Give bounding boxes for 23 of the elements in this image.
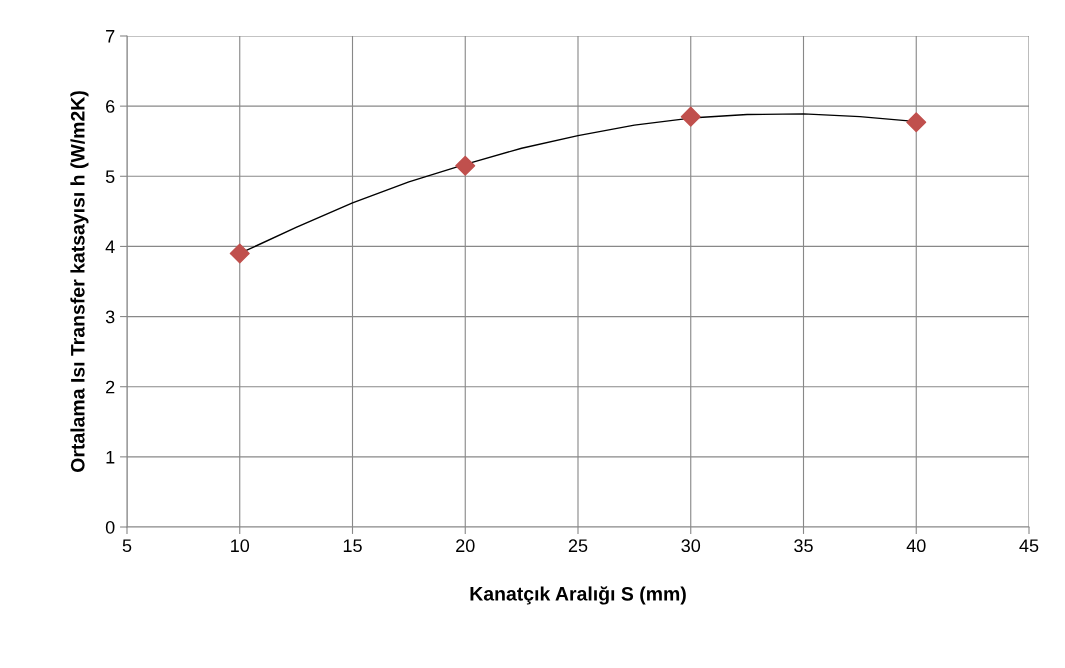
- y-tick-label: 1: [106, 450, 115, 464]
- point: [906, 112, 927, 133]
- y-tick-label: 0: [105, 520, 115, 534]
- x-tick-label: 45: [1019, 539, 1039, 553]
- x-tick-label: 15: [343, 539, 362, 553]
- y-tick-label: 6: [106, 100, 115, 113]
- x-tick-label: 25: [568, 539, 588, 553]
- x-tick-label: 20: [456, 539, 475, 553]
- x-tick-label: 10: [231, 539, 250, 553]
- y-tick-label: 5: [105, 170, 115, 184]
- y-tick-label: 3: [105, 310, 115, 324]
- x-tick-label: 30: [681, 539, 701, 553]
- x-axis-title: Kanatçık Aralığı S (mm): [470, 586, 686, 605]
- y-tick-label: 7: [106, 30, 115, 43]
- point: [455, 155, 476, 176]
- y-tick-label: 2: [106, 380, 115, 394]
- x-tick-label: 5: [122, 539, 132, 553]
- y-axis-title: Ortalama Isı Transfer katsayısı h (W/m2K): [70, 91, 89, 472]
- x-tick-label: 35: [794, 539, 813, 553]
- point: [680, 106, 701, 127]
- y-tick-label: 4: [105, 240, 115, 253]
- point: [229, 243, 250, 264]
- x-tick-label: 40: [906, 539, 926, 553]
